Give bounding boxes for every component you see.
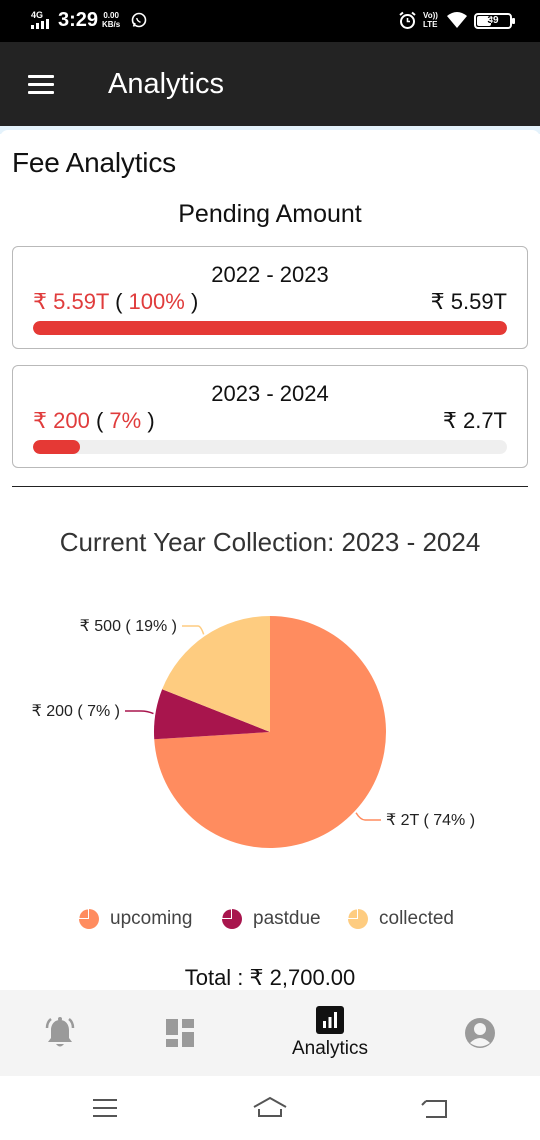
card-year: 2022 - 2023	[211, 262, 329, 287]
nav-label-analytics: Analytics	[291, 1038, 369, 1059]
home-icon[interactable]	[252, 1096, 288, 1120]
analytics-chart-icon	[316, 1006, 344, 1034]
dashboard-icon	[166, 1019, 194, 1047]
pie-segment-icon	[348, 909, 368, 929]
battery-tip	[512, 18, 515, 24]
volte-top: Vo))	[423, 11, 438, 20]
pending-card-2023-2024: 2023 - 2024 ₹ 200 ( 7% ) ₹ 2.7T	[12, 365, 528, 468]
card-pending-amount: ₹ 5.59T	[33, 289, 109, 314]
network-speed-unit: KB/s	[102, 20, 121, 29]
pie-segment-icon	[79, 909, 99, 929]
legend-label-upcoming: upcoming	[110, 908, 193, 929]
card-total-amount: ₹ 5.59T	[430, 289, 507, 314]
app-bar-title: Analytics	[108, 68, 225, 100]
legend-item-collected[interactable]: collected	[347, 908, 454, 930]
pending-card-2022-2023: 2022 - 2023 ₹ 5.59T ( 100% ) ₹ 5.59T	[12, 246, 528, 349]
legend-label-collected: collected	[379, 908, 454, 929]
battery-icon: 39	[474, 13, 512, 29]
battery-level: 39	[487, 15, 499, 26]
chart-title: Current Year Collection: 2023 - 2024	[59, 527, 481, 557]
card-progress-fill	[33, 321, 507, 335]
network-speed: 0.00 KB/s	[102, 11, 120, 29]
slice-label-pastdue: ₹ 200 ( 7% )	[32, 703, 120, 720]
card-progress-track	[33, 321, 507, 335]
battery-fill	[477, 16, 491, 26]
recent-apps-icon[interactable]	[92, 1098, 118, 1118]
chart-legend: upcoming pastdue collected	[0, 908, 540, 938]
card-pending: ₹ 5.59T ( 100% )	[33, 289, 199, 314]
bottom-navigation: Analytics	[0, 990, 540, 1076]
legend-item-upcoming[interactable]: upcoming	[78, 908, 192, 930]
card-year: 2023 - 2024	[211, 381, 329, 406]
leader-line-collected	[182, 625, 205, 635]
legend-item-pastdue[interactable]: pastdue	[221, 908, 321, 930]
whatsapp-icon	[131, 12, 147, 28]
total-amount: Total : ₹ 2,700.00	[184, 965, 356, 990]
card-progress-track	[33, 440, 507, 454]
leader-line-pastdue	[125, 710, 154, 715]
status-bar: 4G 3:29 0.00 KB/s Vo)) LTE 39	[0, 0, 540, 42]
wifi-icon	[447, 12, 467, 28]
slice-label-upcoming: ₹ 2T ( 74% )	[386, 812, 475, 829]
account-circle-icon	[465, 1018, 495, 1048]
nav-item-profile[interactable]	[450, 990, 510, 1076]
bell-alert-icon	[45, 1017, 75, 1047]
pie-slice-collected[interactable]	[162, 616, 270, 732]
pie-slice-upcoming[interactable]	[154, 616, 386, 848]
card-pending-percent: 7%	[109, 408, 142, 433]
collection-pie-chart: ₹ 2T ( 74% ) ₹ 200 ( 7% ) ₹ 500 ( 19% )	[32, 616, 475, 848]
nav-item-analytics[interactable]: Analytics	[270, 990, 390, 1076]
slice-label-collected: ₹ 500 ( 19% )	[80, 618, 177, 635]
card-pending: ₹ 200 ( 7% )	[33, 408, 155, 433]
back-icon[interactable]	[421, 1096, 449, 1120]
nav-item-dashboard[interactable]	[150, 990, 210, 1076]
network-type-label: 4G	[31, 10, 44, 20]
section-divider	[12, 486, 528, 487]
volte-indicator: Vo)) LTE	[423, 11, 438, 29]
nav-item-notifications[interactable]	[30, 990, 90, 1076]
card-pending-amount: ₹ 200	[33, 408, 90, 433]
clock-time: 3:29	[58, 9, 99, 31]
app-bar: Analytics	[0, 42, 540, 126]
system-navigation-bar	[0, 1076, 540, 1140]
volte-bottom: LTE	[423, 20, 438, 29]
hamburger-menu-icon[interactable]	[28, 75, 54, 95]
leader-line-upcoming	[355, 812, 381, 821]
card-progress-fill	[33, 440, 81, 454]
signal-strength-icon	[31, 19, 49, 29]
network-speed-value: 0.00	[103, 11, 119, 20]
card-total-amount: ₹ 2.7T	[442, 408, 507, 433]
pie-segment-icon	[222, 909, 242, 929]
card-pending-percent: 100%	[128, 289, 185, 314]
pending-amount-title: Pending Amount	[178, 200, 362, 228]
legend-label-pastdue: pastdue	[253, 908, 321, 929]
pie-slice-pastdue[interactable]	[154, 689, 270, 740]
alarm-icon	[399, 11, 416, 29]
page-title: Fee Analytics	[12, 147, 176, 178]
